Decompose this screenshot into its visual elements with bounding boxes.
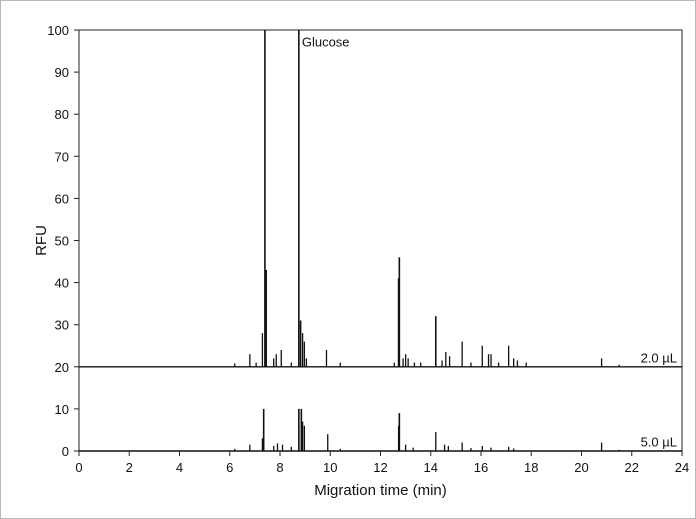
y-tick-label: 100: [47, 23, 69, 38]
y-tick-label: 20: [55, 360, 69, 375]
y-axis-title: RFU: [33, 225, 50, 256]
x-tick-label: 22: [625, 460, 639, 475]
annotations: Glucose 2.0 µL 5.0 µL: [302, 35, 677, 450]
x-tick-label: 2: [126, 460, 133, 475]
x-tick-label: 0: [75, 460, 82, 475]
trace-2: [79, 408, 682, 452]
y-tick-label: 70: [55, 149, 69, 164]
y-tick-label: 80: [55, 107, 69, 122]
x-tick-label: 10: [323, 460, 337, 475]
x-tick-label: 6: [226, 460, 233, 475]
traces: [79, 30, 682, 452]
annotation-label: Glucose: [302, 35, 350, 50]
x-tick-label: 12: [373, 460, 387, 475]
x-tick-label: 24: [675, 460, 689, 475]
x-tick-label: 14: [424, 460, 438, 475]
y-tick-label: 40: [55, 276, 69, 291]
x-tick-label: 20: [574, 460, 588, 475]
x-tick-label: 8: [276, 460, 283, 475]
y-tick-label: 90: [55, 65, 69, 80]
y-tick-label: 10: [55, 402, 69, 417]
x-tick-label: 18: [524, 460, 538, 475]
x-axis: 0 2 4 6 8 10 12 14 16 18 20 22 24: [75, 451, 689, 475]
x-tick-label: 16: [474, 460, 488, 475]
y-tick-label: 60: [55, 191, 69, 206]
y-tick-label: 30: [55, 318, 69, 333]
trace-1: [79, 30, 682, 368]
y-tick-label: 50: [55, 234, 69, 249]
x-tick-label: 4: [176, 460, 183, 475]
plot-area: [78, 29, 683, 452]
y-tick-label: 0: [62, 444, 69, 459]
y-axis: 0 10 20 30 40 50 60 70 80 90 100: [47, 23, 79, 459]
x-axis-title: Migration time (min): [314, 482, 447, 499]
annotation-label: 5.0 µL: [641, 435, 677, 450]
plot-border: [78, 29, 683, 452]
annotation-label: 2.0 µL: [641, 350, 677, 365]
